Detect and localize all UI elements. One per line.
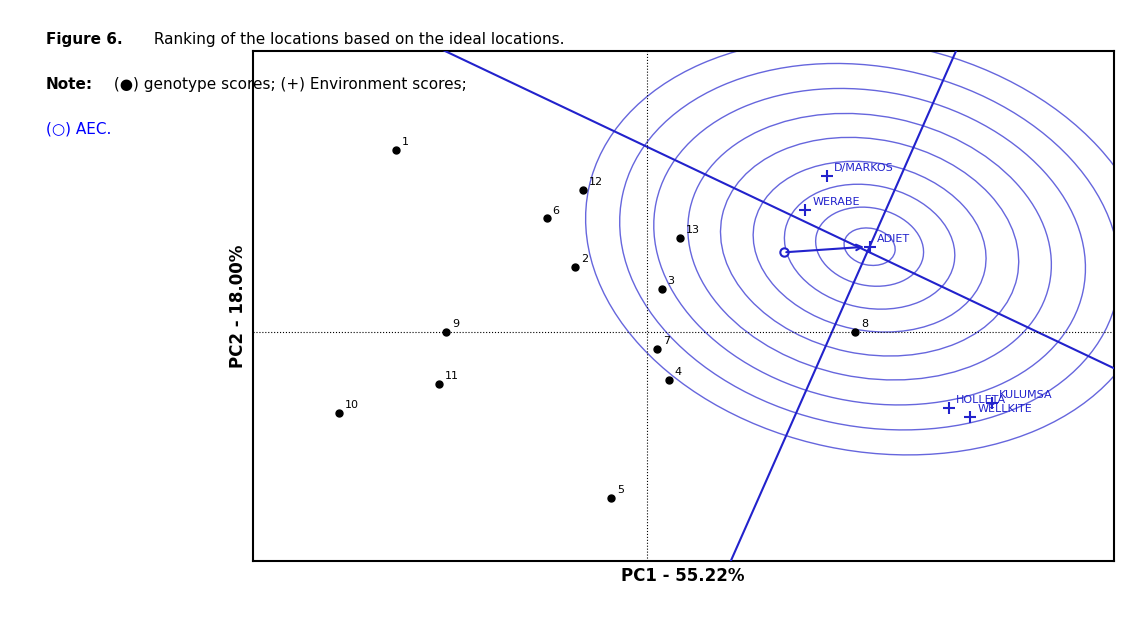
Text: HOLLETA: HOLLETA <box>955 396 1006 406</box>
Text: 12: 12 <box>588 177 603 187</box>
Text: (●) genotype scores; (+) Environment scores;: (●) genotype scores; (+) Environment sco… <box>109 77 467 92</box>
Text: 13: 13 <box>685 225 700 235</box>
Text: 10: 10 <box>344 400 358 410</box>
Text: WELLKITE: WELLKITE <box>977 404 1032 414</box>
Text: 3: 3 <box>667 276 674 286</box>
X-axis label: PC1 - 55.22%: PC1 - 55.22% <box>621 567 745 585</box>
Text: 1: 1 <box>402 137 409 147</box>
Text: (○) AEC.: (○) AEC. <box>46 121 111 137</box>
Text: 11: 11 <box>444 371 459 382</box>
Text: ADIET: ADIET <box>877 234 910 244</box>
Text: Ranking of the locations based on the ideal locations.: Ranking of the locations based on the id… <box>149 32 569 47</box>
Text: KULUMSA: KULUMSA <box>999 390 1053 400</box>
Text: 4: 4 <box>674 367 682 377</box>
Text: Figure 6.: Figure 6. <box>46 32 123 47</box>
Text: D/MARKOS: D/MARKOS <box>833 163 893 173</box>
Text: WERABE: WERABE <box>812 197 860 207</box>
Text: 7: 7 <box>662 336 670 346</box>
Text: 2: 2 <box>581 254 588 263</box>
Text: 6: 6 <box>552 205 559 216</box>
Y-axis label: PC2 - 18.00%: PC2 - 18.00% <box>228 244 247 368</box>
Text: 9: 9 <box>452 319 459 329</box>
Text: 8: 8 <box>861 319 868 329</box>
Text: 5: 5 <box>618 485 625 495</box>
Text: Note:: Note: <box>46 77 93 92</box>
